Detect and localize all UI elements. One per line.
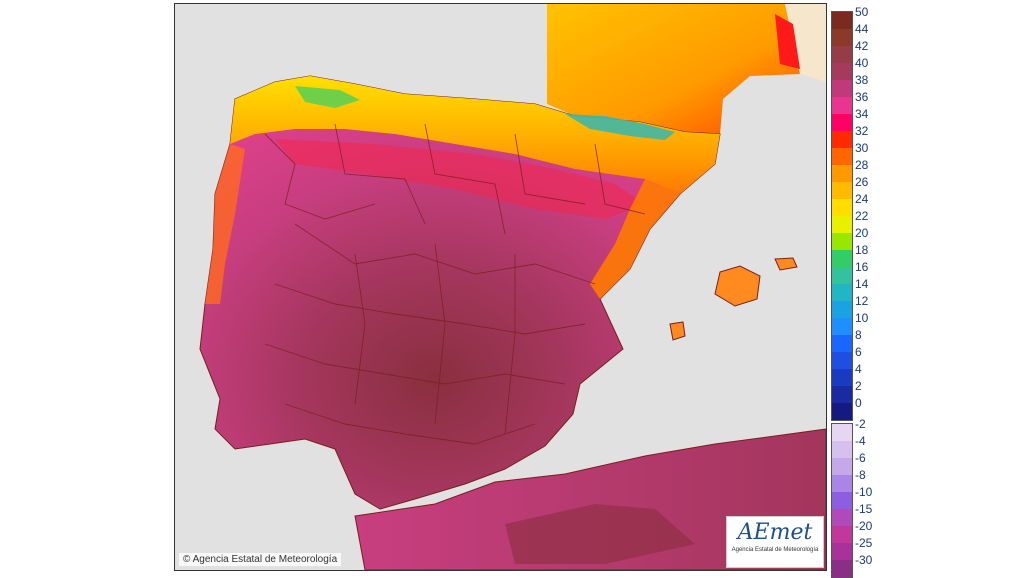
scale-swatch-40 (832, 63, 852, 80)
mallorca (714, 265, 761, 307)
logo-mark: AEmet (737, 520, 813, 545)
west-coast-strip (205, 144, 245, 304)
temperature-map: © Agencia Estatal de Meteorología AEmet … (174, 3, 827, 571)
scale-swatch-34 (832, 114, 852, 131)
scale-swatch-22 (832, 216, 852, 233)
scale-swatch-2 (832, 386, 852, 403)
scale-swatch-10 (832, 318, 852, 335)
scale-swatch--6 (832, 458, 852, 475)
scale-label-28: 28 (855, 158, 869, 172)
green-mountains-west (295, 86, 360, 108)
scale-swatch-24 (832, 199, 852, 216)
scale-swatch-6 (832, 352, 852, 369)
scale-label--25: -25 (855, 536, 873, 550)
scale-swatch-18 (832, 250, 852, 267)
scale-swatch--2 (832, 424, 852, 441)
map-graphic (199, 4, 826, 570)
scale-label-12: 12 (855, 294, 869, 308)
scale-swatch-8 (832, 335, 852, 352)
scale-swatch--15 (832, 509, 852, 526)
france-eastern-land (785, 4, 826, 82)
green-mountains-pyrenees (565, 114, 675, 140)
scale-label-4: 4 (855, 362, 862, 376)
scale-swatch-28 (832, 165, 852, 182)
scale-label-0: 0 (855, 396, 862, 410)
scale-swatch-38 (832, 80, 852, 97)
scale-positive-block (831, 11, 853, 421)
scale-swatch--10 (832, 492, 852, 509)
scale-label-6: 6 (855, 345, 862, 359)
copyright-notice: © Agencia Estatal de Meteorología (179, 553, 342, 566)
scale-negative-block (831, 423, 853, 578)
scale-label-26: 26 (855, 175, 869, 189)
scale-swatch-44 (832, 29, 852, 46)
scale-swatch-12 (832, 301, 852, 318)
scale-label--2: -2 (855, 417, 866, 431)
scale-label--30: -30 (855, 553, 873, 567)
scale-label-10: 10 (855, 311, 869, 325)
scale-swatch--8 (832, 475, 852, 492)
scale-label-30: 30 (855, 141, 869, 155)
scale-label-40: 40 (855, 56, 869, 70)
scale-swatch-20 (832, 233, 852, 250)
aemet-logo: AEmet Agencia Estatal de Meteorología (726, 516, 824, 568)
scale-label--15: -15 (855, 502, 873, 516)
scale-swatch--20 (832, 526, 852, 543)
cantabrian-band (230, 76, 720, 194)
scale-swatch-30 (832, 148, 852, 165)
menorca (774, 257, 798, 271)
scale-swatch-0 (832, 403, 852, 420)
scale-label-24: 24 (855, 192, 869, 206)
east-coast-strip (590, 179, 680, 299)
scale-label-42: 42 (855, 39, 869, 53)
scale-label-34: 34 (855, 107, 869, 121)
scale-label--20: -20 (855, 519, 873, 533)
scale-swatch-14 (832, 284, 852, 301)
province-borders (264, 123, 646, 445)
scale-label--4: -4 (855, 434, 866, 448)
copyright-text: © Agencia Estatal de Meteorología (183, 554, 338, 565)
scale-label-32: 32 (855, 124, 869, 138)
scale-label-50: 50 (855, 5, 869, 19)
scale-label-22: 22 (855, 209, 869, 223)
scale-label--10: -10 (855, 485, 873, 499)
scale-swatch-42 (832, 46, 852, 63)
scale-swatch-32 (832, 131, 852, 148)
scale-label-44: 44 (855, 22, 869, 36)
scale-swatch--30 (832, 560, 852, 577)
scale-label-18: 18 (855, 243, 869, 257)
scale-label--8: -8 (855, 468, 866, 482)
scale-label--6: -6 (855, 451, 866, 465)
scale-swatch--4 (832, 441, 852, 458)
temperature-scale: 50 44 42 40 38 36 34 32 30 28 26 24 22 20 18 16 14 12 10 8 6… (831, 6, 887, 578)
africa-hot-core (505, 504, 695, 564)
scale-swatch-16 (832, 267, 852, 284)
scale-label-8: 8 (855, 328, 862, 342)
scale-label-16: 16 (855, 260, 869, 274)
ibiza (669, 321, 686, 341)
scale-swatch-36 (832, 97, 852, 114)
scale-label-2: 2 (855, 379, 862, 393)
scale-label-20: 20 (855, 226, 869, 240)
france-region (547, 4, 800, 134)
north-africa (354, 428, 826, 570)
logo-subtitle: Agencia Estatal de Meteorología (731, 547, 819, 553)
france-hot-edge (775, 14, 800, 69)
scale-label-36: 36 (855, 90, 869, 104)
scale-label-14: 14 (855, 277, 869, 291)
scale-swatch-26 (832, 182, 852, 199)
scale-swatch-50 (832, 12, 852, 29)
scale-swatch-4 (832, 369, 852, 386)
scale-swatch--25 (832, 543, 852, 560)
scale-label-38: 38 (855, 73, 869, 87)
